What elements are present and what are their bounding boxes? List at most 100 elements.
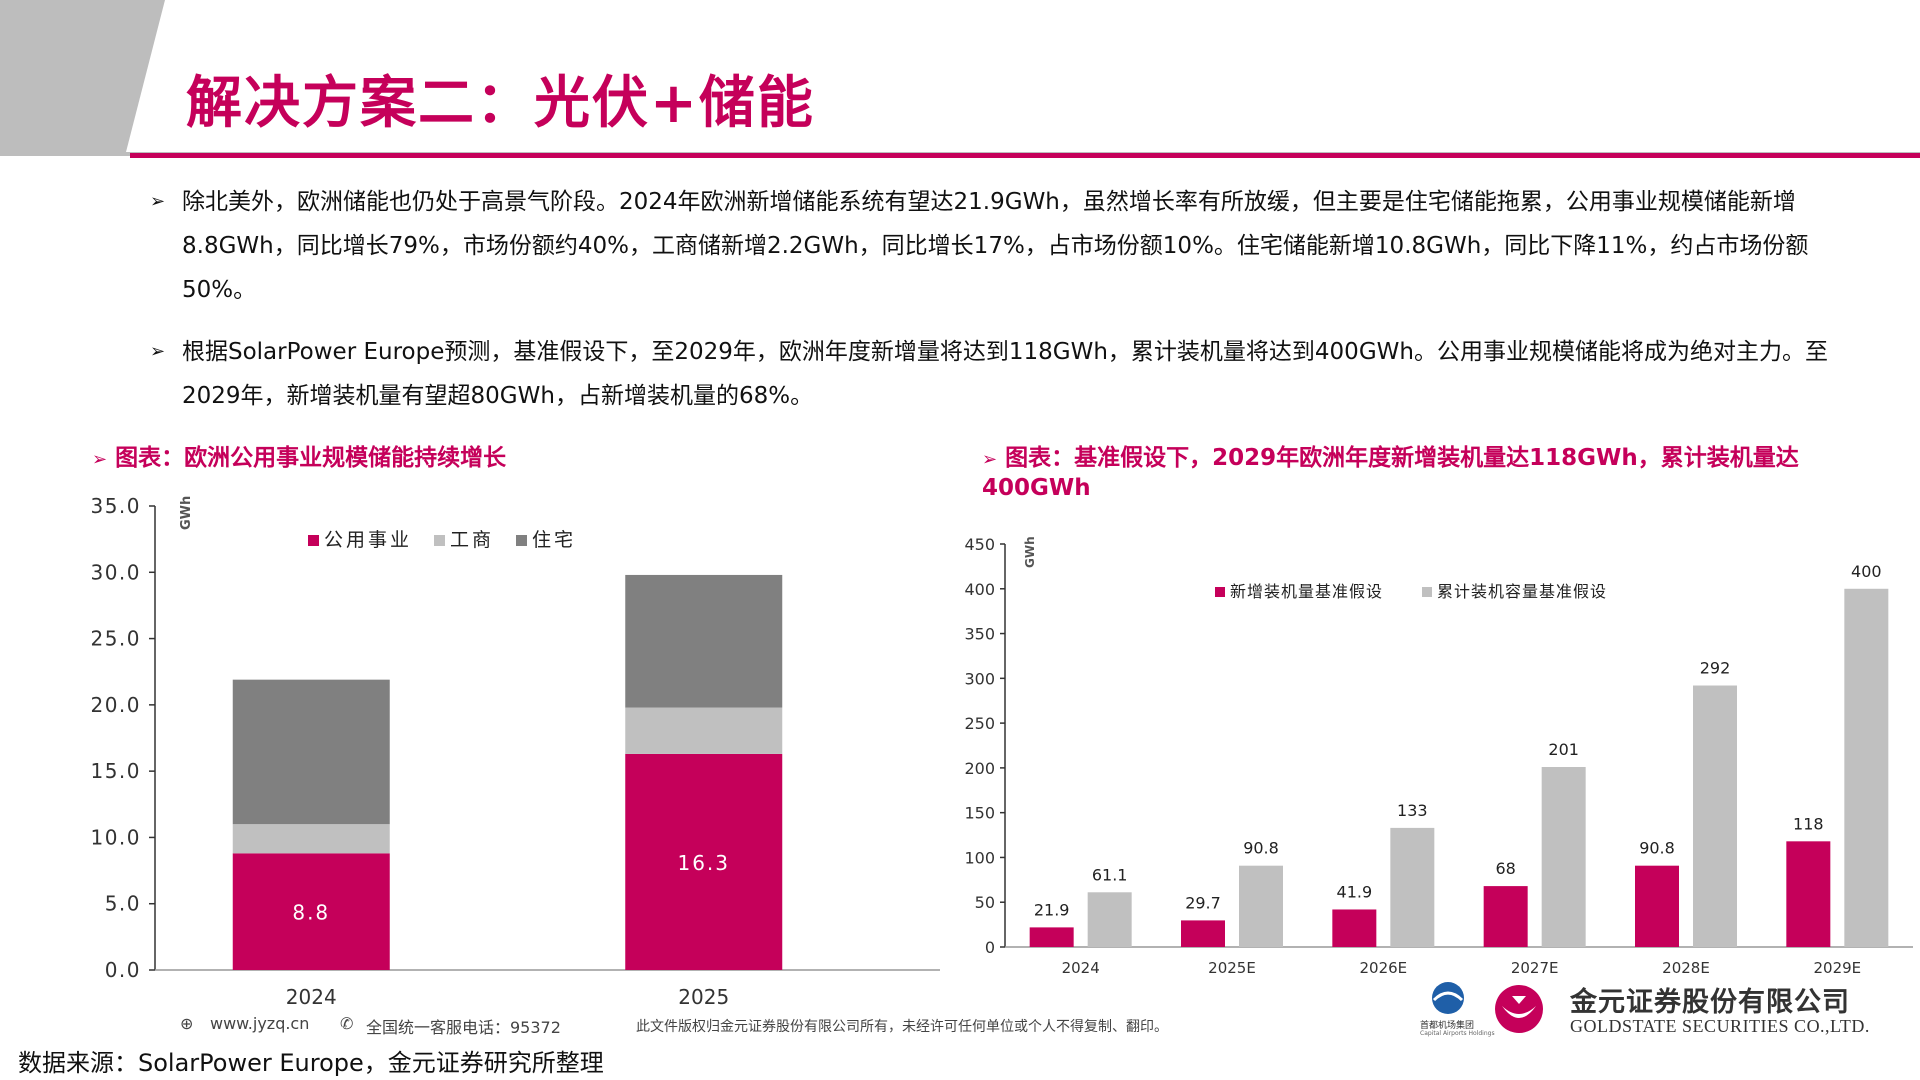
chart2-title: ➢ 图表：基准假设下，2029年欧洲年度新增装机量达118GWh，累计装机量达40… xyxy=(982,444,1842,502)
y-tick-label: 35.0 xyxy=(90,494,141,518)
y-tick-label: 200 xyxy=(964,759,995,778)
y-tick-label: 25.0 xyxy=(90,627,141,651)
x-tick-label: 2025 xyxy=(678,985,729,1008)
bar-value-label: 16.3 xyxy=(677,851,730,875)
legend-label: 新增装机量基准假设 xyxy=(1230,582,1383,601)
airport-group-logo-icon xyxy=(1432,982,1464,1014)
bar-value-label: 21.9 xyxy=(1034,900,1070,919)
bar xyxy=(1087,892,1132,947)
bar-value-label: 90.8 xyxy=(1243,839,1279,858)
bar-value-label: 118 xyxy=(1793,814,1824,833)
bar-value-label: 8.8 xyxy=(292,901,330,925)
legend-label: 累计装机容量基准假设 xyxy=(1437,582,1607,601)
footer-bar: ⊕ www.jyzq.cn ✆ 全国统一客服电话：95372 此文件版权归金元证… xyxy=(180,1010,1560,1040)
logo-company-cn: 金元证券股份有限公司 xyxy=(1570,987,1850,1018)
chart1-title: ➢ 图表：欧洲公用事业规模储能持续增长 xyxy=(92,444,912,474)
legend-swatch xyxy=(1422,587,1432,597)
bar-segment xyxy=(232,853,390,970)
y-tick-label: 0.0 xyxy=(105,958,141,982)
legend-label: 公用事业 xyxy=(324,529,412,551)
x-tick-label: 2025E xyxy=(1208,959,1256,977)
x-tick-label: 2029E xyxy=(1814,959,1862,977)
bullet-text-2: 根据SolarPower Europe预测，基准假设下，至2029年，欧洲年度新… xyxy=(182,339,1828,409)
y-tick-label: 15.0 xyxy=(90,759,141,783)
y-tick-label: 30.0 xyxy=(90,560,141,584)
bar xyxy=(1029,927,1074,947)
chart-title-arrow-icon: ➢ xyxy=(982,449,998,470)
legend-swatch xyxy=(1215,587,1225,597)
bullet-paragraph-1: ➢ 除北美外，欧洲储能也仍处于高景气阶段。2024年欧洲新增储能系统有望达21.… xyxy=(150,180,1875,312)
bar xyxy=(1239,865,1283,947)
legend-label: 工商 xyxy=(450,529,494,551)
company-logo: 首都机场集团 Capital Airports Holdings 金元证券股份有… xyxy=(1420,978,1870,1040)
y-tick-label: 350 xyxy=(964,625,995,644)
page-title: 解决方案二：光伏+储能 xyxy=(186,71,815,136)
x-tick-label: 2024 xyxy=(286,985,337,1008)
logo-group-name-en: Capital Airports Holdings xyxy=(1420,1030,1495,1037)
y-tick-label: 50 xyxy=(975,893,995,912)
x-tick-label: 2024 xyxy=(1062,959,1100,977)
bar-value-label: 68 xyxy=(1495,859,1515,878)
logo-group-name: 首都机场集团 xyxy=(1420,1021,1475,1031)
bar-value-label: 29.7 xyxy=(1185,893,1221,912)
bar-value-label: 201 xyxy=(1548,740,1579,759)
bar xyxy=(1844,588,1889,947)
globe-icon: ⊕ xyxy=(180,1014,194,1033)
bar-segment xyxy=(625,574,783,708)
chart-title-arrow-icon: ➢ xyxy=(92,449,108,470)
legend-swatch xyxy=(516,535,527,546)
bar-value-label: 292 xyxy=(1700,658,1731,677)
bar xyxy=(1693,685,1737,947)
phone-icon: ✆ xyxy=(340,1014,354,1033)
bar-segment xyxy=(625,753,783,970)
bar xyxy=(1390,827,1435,947)
bar xyxy=(1541,766,1586,947)
y-tick-label: 0 xyxy=(985,938,995,957)
legend-swatch xyxy=(434,535,445,546)
y-tick-label: 150 xyxy=(964,804,995,823)
bar xyxy=(1786,841,1831,947)
bar-value-label: 400 xyxy=(1851,562,1882,581)
header-corner-decoration xyxy=(0,0,165,152)
bar-segment xyxy=(232,824,390,854)
legend-label: 住宅 xyxy=(532,529,576,551)
bar-value-label: 133 xyxy=(1397,801,1428,820)
chart1-title-text: 图表：欧洲公用事业规模储能持续增长 xyxy=(115,445,507,471)
bar-value-label: 61.1 xyxy=(1092,865,1128,884)
legend-swatch xyxy=(308,535,319,546)
header-divider-accent xyxy=(130,153,1920,158)
chart1-stacked-bar: 0.0 5.0 10.0 15.0 20.0 25.0 30.0 35.0 GWh 公用事业 工商 住… xyxy=(90,494,940,1008)
y-tick-label: 5.0 xyxy=(105,892,141,916)
y-tick-label: 400 xyxy=(964,580,995,599)
bullet-paragraph-2: ➢ 根据SolarPower Europe预测，基准假设下，至2029年，欧洲年… xyxy=(150,330,1875,418)
x-tick-label: 2028E xyxy=(1662,959,1710,977)
footer-hotline: 全国统一客服电话：95372 xyxy=(366,1018,561,1037)
y-axis-unit-label: GWh xyxy=(179,496,194,530)
data-source-note: 数据来源：SolarPower Europe，金元证券研究所整理 xyxy=(18,1049,604,1077)
x-tick-label: 2027E xyxy=(1511,959,1559,977)
logo-company-en: GOLDSTATE SECURITIES CO.,LTD. xyxy=(1570,1016,1870,1036)
bar-segment xyxy=(232,679,390,825)
y-tick-label: 450 xyxy=(964,535,995,554)
x-tick-label: 2026E xyxy=(1360,959,1408,977)
bar xyxy=(1635,865,1679,947)
bullet-arrow-icon: ➢ xyxy=(150,341,166,362)
y-tick-label: 20.0 xyxy=(90,693,141,717)
footer-copyright: 此文件版权归金元证券股份有限公司所有，未经许可任何单位或个人不得复制、翻印。 xyxy=(636,1019,1168,1035)
bullet-text-1: 除北美外，欧洲储能也仍处于高景气阶段。2024年欧洲新增储能系统有望达21.9G… xyxy=(182,189,1809,303)
y-tick-label: 300 xyxy=(964,669,995,688)
bar-segment xyxy=(625,707,783,754)
bar xyxy=(1181,920,1225,947)
bar-value-label: 41.9 xyxy=(1337,882,1373,901)
footer-website[interactable]: www.jyzq.cn xyxy=(210,1014,310,1033)
bullet-arrow-icon: ➢ xyxy=(150,191,166,212)
y-axis-unit-label: GWh xyxy=(1023,536,1037,568)
y-tick-label: 250 xyxy=(964,714,995,733)
goldstate-logo-icon xyxy=(1495,985,1543,1033)
chart2-title-text: 图表：基准假设下，2029年欧洲年度新增装机量达118GWh，累计装机量达400… xyxy=(982,445,1799,501)
bar xyxy=(1483,886,1528,947)
y-tick-label: 100 xyxy=(964,848,995,867)
y-tick-label: 10.0 xyxy=(90,825,141,849)
bar-value-label: 90.8 xyxy=(1639,839,1675,858)
bar xyxy=(1332,909,1377,947)
